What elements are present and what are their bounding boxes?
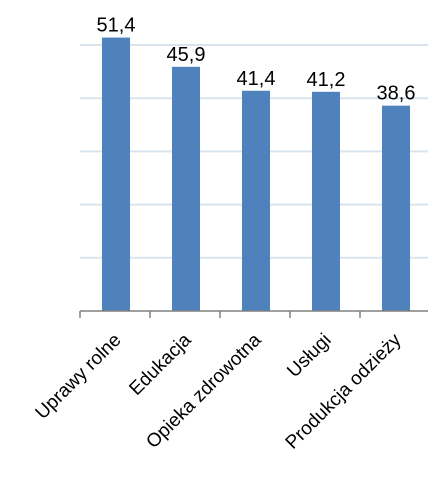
data-label-4: 41,2 xyxy=(307,69,346,91)
data-labels: 51,4 45,9 41,4 41,2 38,6 xyxy=(97,15,416,105)
data-label-1: 51,4 xyxy=(97,15,136,37)
bar-3 xyxy=(242,90,270,311)
category-label-1: Uprawy rolne xyxy=(32,330,126,424)
data-label-2: 45,9 xyxy=(167,44,206,66)
category-label-4: Usługi xyxy=(283,330,335,382)
bar-1 xyxy=(102,37,130,311)
data-label-5: 38,6 xyxy=(377,83,416,105)
bar-4 xyxy=(312,91,340,311)
category-label-2: Edukacja xyxy=(125,329,195,399)
bars xyxy=(102,37,410,311)
category-label-3: Opieka zdrowotna xyxy=(142,329,265,452)
data-label-3: 41,4 xyxy=(237,68,276,90)
bar-2 xyxy=(172,66,200,311)
category-label-5: Produkcja odzieży xyxy=(282,329,406,453)
bar-5 xyxy=(382,105,410,311)
x-axis xyxy=(79,310,428,318)
